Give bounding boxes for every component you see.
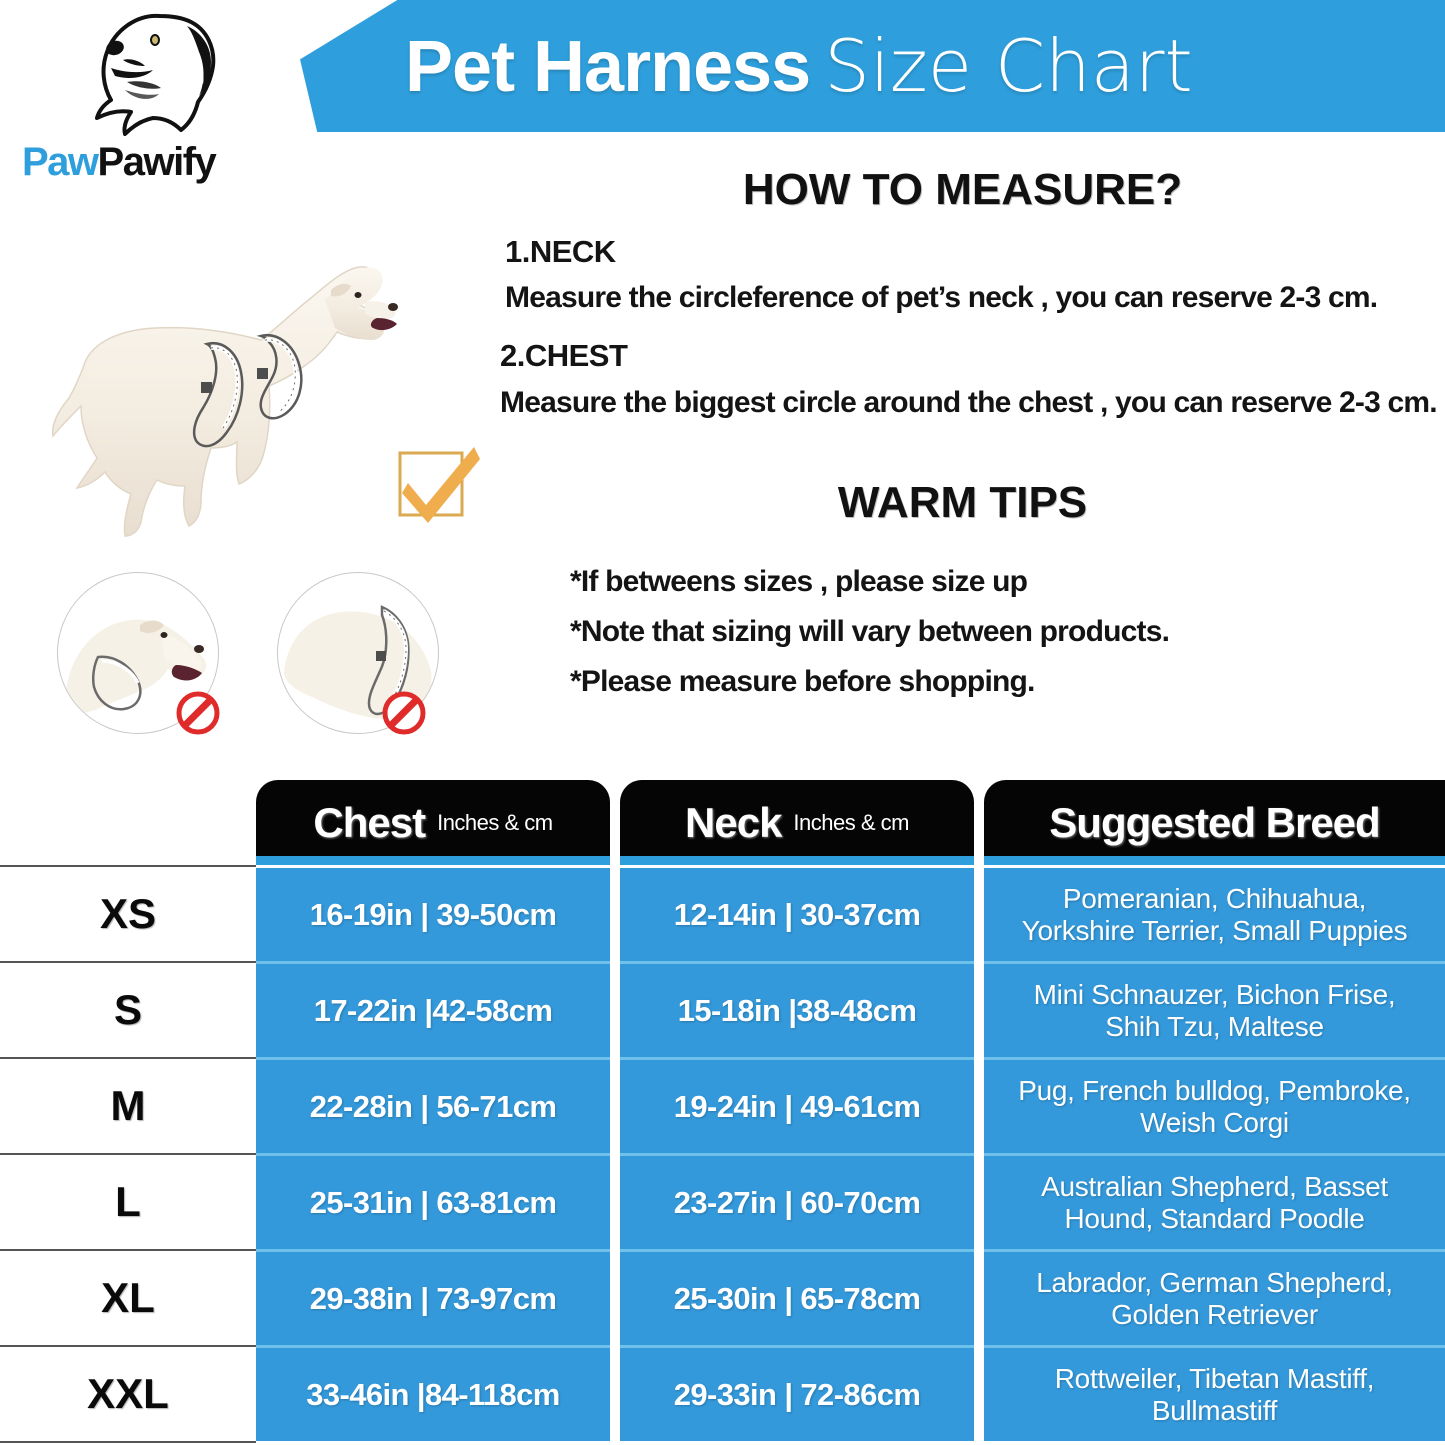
size-label: S: [0, 963, 256, 1059]
table-header-chest-label: Chest: [313, 798, 426, 846]
cell-breed-value: Pug, French bulldog, Pembroke, Weish Corg…: [1010, 1075, 1419, 1138]
cell-chest-value: 17-22in |42-58cm: [313, 992, 553, 1028]
brand-wordmark: PawPawify: [22, 140, 217, 185]
brand-logo: PawPawify: [10, 8, 290, 198]
cell-breed-value: Australian Shepherd, Basset Hound, Standa…: [1033, 1171, 1396, 1234]
header-banner: Pet Harness Size Chart: [300, 0, 1445, 132]
cell-neck: 25-30in | 65-78cm: [620, 1249, 974, 1345]
table-header-chest-units: Inches & cm: [437, 809, 553, 835]
warm-tip-2: *Note that sizing will vary between prod…: [570, 615, 1170, 648]
cell-neck-value: 25-30in | 65-78cm: [673, 1280, 921, 1316]
size-table: Chest Inches & cm Neck Inches & cm Sugge…: [0, 770, 1445, 1445]
cell-breed: Mini Schnauzer, Bichon Frise, Shih Tzu, M…: [984, 961, 1445, 1057]
cell-breed-value: Rottweiler, Tibetan Mastiff, Bullmastiff: [1047, 1363, 1382, 1426]
breed-line-1: Rottweiler, Tibetan Mastiff,: [1054, 1363, 1375, 1395]
size-label: XXL: [0, 1347, 256, 1443]
cell-chest: 25-31in | 63-81cm: [256, 1153, 610, 1249]
table-header-row: Chest Inches & cm Neck Inches & cm Sugge…: [0, 770, 1445, 865]
cell-chest-value: 22-28in | 56-71cm: [309, 1088, 557, 1124]
table-row: 16-19in | 39-50cm 12-14in | 30-37cm Pome…: [256, 865, 1445, 961]
warm-tips-heading: WARM TIPS: [837, 478, 1088, 527]
cell-breed-value: Labrador, German Shepherd, Golden Retriev…: [1028, 1267, 1400, 1330]
brand-name-part1: Paw: [22, 140, 99, 184]
warm-tip-3: *Please measure before shopping.: [570, 665, 1035, 698]
size-label: XL: [0, 1251, 256, 1347]
dog-head-icon: [95, 13, 216, 136]
dog-measure-illustration: [25, 240, 445, 550]
cell-breed-value: Mini Schnauzer, Bichon Frise, Shih Tzu, M…: [1026, 979, 1404, 1042]
cell-neck-value: 23-27in | 60-70cm: [673, 1184, 921, 1220]
table-row: 29-38in | 73-97cm 25-30in | 65-78cm Labr…: [256, 1249, 1445, 1345]
cell-chest-value: 25-31in | 63-81cm: [309, 1184, 557, 1220]
breed-line-2: Shih Tzu, Maltese: [1105, 1010, 1324, 1042]
table-header-neck-label: Neck: [685, 798, 782, 846]
brand-name-part2: Pawify: [97, 140, 217, 184]
cell-breed: Rottweiler, Tibetan Mastiff, Bullmastiff: [984, 1345, 1445, 1441]
table-row: 22-28in | 56-71cm 19-24in | 49-61cm Pug,…: [256, 1057, 1445, 1153]
breed-line-1: Labrador, German Shepherd,: [1036, 1267, 1393, 1299]
prohibited-icon: [382, 691, 426, 735]
cell-neck-value: 12-14in | 30-37cm: [673, 896, 921, 932]
breed-line-1: Mini Schnauzer, Bichon Frise,: [1033, 979, 1396, 1011]
table-header-breed-label: Suggested Breed: [1049, 798, 1380, 846]
cell-neck: 29-33in | 72-86cm: [620, 1345, 974, 1441]
cell-neck-value: 15-18in |38-48cm: [677, 992, 917, 1028]
breed-line-2: Golden Retriever: [1111, 1298, 1318, 1330]
cell-chest: 29-38in | 73-97cm: [256, 1249, 610, 1345]
cell-breed-value: Pomeranian, Chihuahua, Yorkshire Terrier,…: [1014, 883, 1416, 946]
breed-line-2: Weish Corgi: [1140, 1106, 1289, 1138]
measure-step-1-text: Measure the circleference of pet’s neck …: [505, 281, 1378, 314]
orange-checkmark-icon: [398, 447, 480, 523]
breed-line-2: Yorkshire Terrier, Small Puppies: [1021, 914, 1408, 946]
table-row: 17-22in |42-58cm 15-18in |38-48cm Mini S…: [256, 961, 1445, 1057]
cell-breed: Pomeranian, Chihuahua, Yorkshire Terrier,…: [984, 865, 1445, 961]
breed-line-1: Australian Shepherd, Basset: [1041, 1171, 1388, 1203]
cell-chest: 16-19in | 39-50cm: [256, 865, 610, 961]
table-header-neck: Neck Inches & cm: [620, 780, 974, 865]
cell-neck-value: 29-33in | 72-86cm: [673, 1376, 921, 1412]
cell-neck: 12-14in | 30-37cm: [620, 865, 974, 961]
cell-breed: Labrador, German Shepherd, Golden Retriev…: [984, 1249, 1445, 1345]
cell-neck: 15-18in |38-48cm: [620, 961, 974, 1057]
table-row: 25-31in | 63-81cm 23-27in | 60-70cm Aust…: [256, 1153, 1445, 1249]
breed-line-2: Hound, Standard Poodle: [1064, 1202, 1365, 1234]
cell-neck: 23-27in | 60-70cm: [620, 1153, 974, 1249]
table-header-chest: Chest Inches & cm: [256, 780, 610, 865]
header-title-bold: Pet Harness: [405, 26, 811, 107]
breed-line-1: Pomeranian, Chihuahua,: [1062, 883, 1367, 915]
cell-chest: 22-28in | 56-71cm: [256, 1057, 610, 1153]
table-row: 33-46in |84-118cm 29-33in | 72-86cm Rott…: [256, 1345, 1445, 1441]
cell-chest-value: 16-19in | 39-50cm: [309, 896, 557, 932]
warm-tip-1: *If betweens sizes , please size up: [570, 565, 1028, 598]
table-header-breed: Suggested Breed: [984, 780, 1445, 865]
cell-breed: Australian Shepherd, Basset Hound, Standa…: [984, 1153, 1445, 1249]
prohibited-icon: [176, 691, 220, 735]
measure-step-1-label: 1.NECK: [505, 234, 616, 269]
cell-breed: Pug, French bulldog, Pembroke, Weish Corg…: [984, 1057, 1445, 1153]
table-header-neck-units: Inches & cm: [793, 809, 909, 835]
table-body: 16-19in | 39-50cm 12-14in | 30-37cm Pome…: [256, 865, 1445, 1445]
cell-chest-value: 29-38in | 73-97cm: [309, 1280, 557, 1316]
cell-chest: 17-22in |42-58cm: [256, 961, 610, 1057]
cell-chest-value: 33-46in |84-118cm: [306, 1376, 560, 1412]
cell-neck: 19-24in | 49-61cm: [620, 1057, 974, 1153]
cell-chest: 33-46in |84-118cm: [256, 1345, 610, 1441]
breed-line-2: Bullmastiff: [1151, 1394, 1278, 1426]
wrong-measure-inset-1: [57, 572, 219, 734]
header-title-light: Size Chart: [824, 23, 1193, 108]
breed-line-1: Pug, French bulldog, Pembroke,: [1018, 1075, 1411, 1107]
how-to-measure-heading: HOW TO MEASURE?: [742, 165, 1183, 214]
size-label: M: [0, 1059, 256, 1155]
size-label: XS: [0, 867, 256, 963]
cell-neck-value: 19-24in | 49-61cm: [673, 1088, 921, 1124]
measure-step-2-text: Measure the biggest circle around the ch…: [500, 386, 1438, 419]
size-label: L: [0, 1155, 256, 1251]
golden-retriever-photo: [51, 266, 398, 537]
header-title: Pet Harness Size Chart: [405, 30, 1193, 103]
size-column: XS S M L XL XXL: [0, 865, 256, 1445]
measure-step-2-label: 2.CHEST: [500, 338, 628, 373]
